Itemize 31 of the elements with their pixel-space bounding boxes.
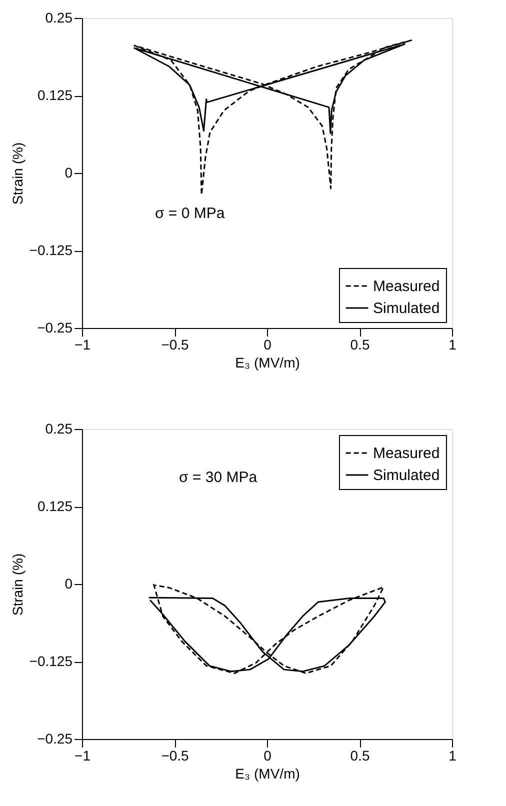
y-tick-label: −0.125 xyxy=(29,653,73,669)
annotation: σ = 30 MPa xyxy=(179,469,258,486)
x-tick-label: −0.5 xyxy=(161,336,190,352)
x-axis-title: E₃ (MV/m) xyxy=(235,354,300,370)
x-tick-label: 0 xyxy=(264,336,272,352)
x-tick-label: 0.5 xyxy=(350,336,370,352)
y-tick-label: 0.25 xyxy=(45,10,73,26)
x-tick-label: 0.5 xyxy=(350,748,370,764)
legend-label: Measured xyxy=(373,445,440,462)
x-tick-label: −0.5 xyxy=(161,748,190,764)
y-axis-title: Strain (%) xyxy=(9,553,26,616)
legend-label: Measured xyxy=(373,278,440,295)
y-tick-label: 0.25 xyxy=(45,420,73,436)
x-tick-label: 1 xyxy=(448,336,457,352)
line-series xyxy=(152,583,384,674)
x-tick-label: 0 xyxy=(264,748,272,764)
y-axis-title: Strain (%) xyxy=(9,142,26,205)
y-tick-label: 0 xyxy=(64,576,73,592)
legend-label: Simulated xyxy=(373,300,440,317)
y-tick-label: −0.25 xyxy=(37,320,73,336)
annotation: σ = 0 MPa xyxy=(155,205,226,222)
x-tick-label: −1 xyxy=(74,336,91,352)
x-tick-label: 1 xyxy=(448,748,457,764)
y-tick-label: 0 xyxy=(64,164,73,180)
x-axis-title: E₃ (MV/m) xyxy=(235,766,300,782)
legend-label: Simulated xyxy=(373,467,440,484)
x-tick-label: −1 xyxy=(74,748,91,764)
y-tick-label: −0.125 xyxy=(29,242,73,258)
y-tick-label: 0.125 xyxy=(37,87,73,103)
y-tick-label: 0.125 xyxy=(37,498,73,514)
y-tick-label: −0.25 xyxy=(37,730,73,746)
